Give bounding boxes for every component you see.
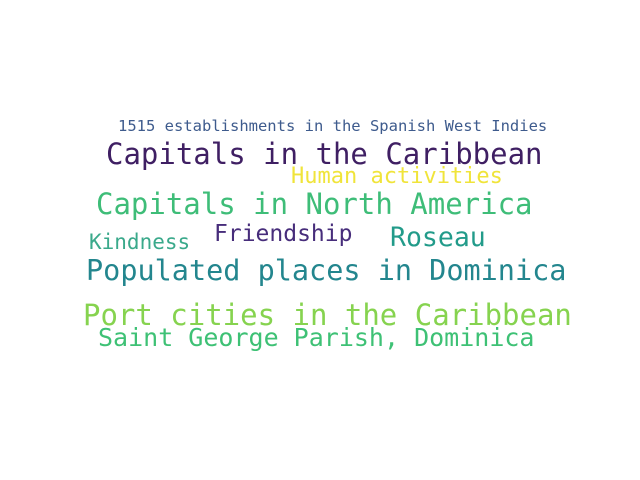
word-saint-george-parish-dominica: Saint George Parish, Dominica [98, 323, 535, 352]
word-human-activities: Human activities [291, 164, 503, 189]
word-capitals-in-the-caribbean: Capitals in the Caribbean [106, 137, 543, 171]
word-port-cities-in-the-caribbean: Port cities in the Caribbean [83, 298, 572, 332]
word-kindness: Kindness [89, 230, 191, 254]
word-friendship: Friendship [214, 221, 353, 247]
word-roseau: Roseau [390, 222, 486, 253]
word-populated-places-in-dominica: Populated places in Dominica [86, 254, 567, 287]
word-capitals-in-north-america: Capitals in North America [96, 187, 533, 221]
word-1515-establishments: 1515 establishments in the Spanish West … [118, 117, 548, 135]
